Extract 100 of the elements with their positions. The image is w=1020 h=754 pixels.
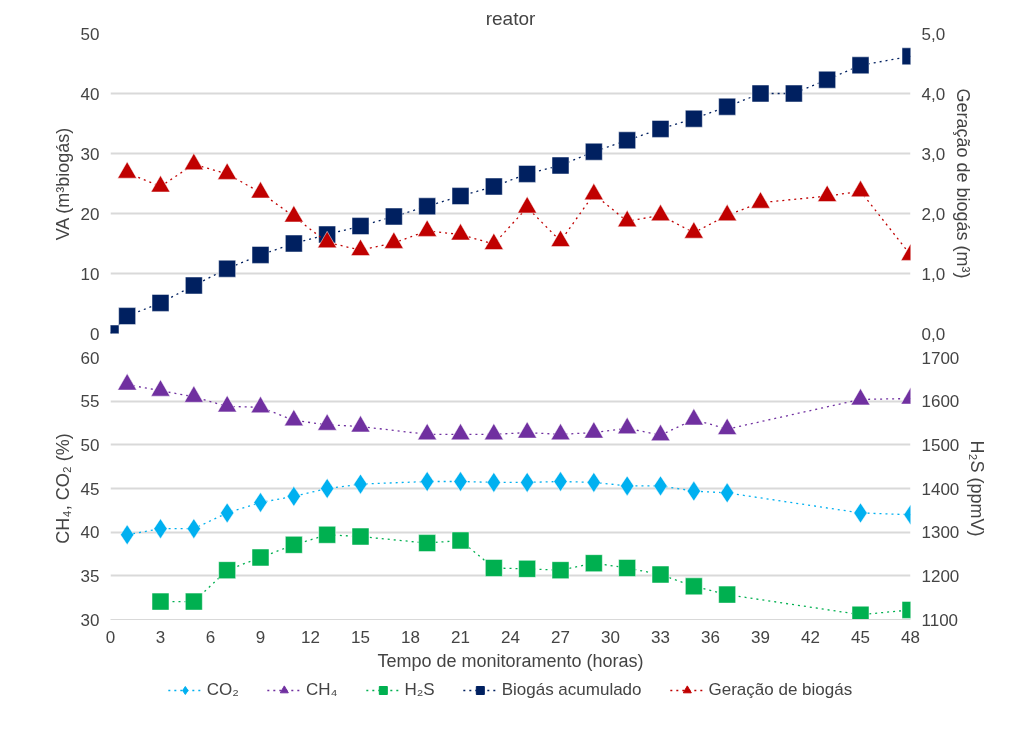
- point: [351, 217, 370, 235]
- point: [750, 191, 771, 209]
- point: [551, 561, 570, 579]
- point: [117, 373, 137, 391]
- point: [153, 518, 168, 539]
- point: [450, 423, 471, 441]
- y2-tick-label: 1600: [921, 392, 960, 412]
- y2-tick-label: 1100: [921, 610, 959, 630]
- x-tick-label: 18: [401, 627, 420, 647]
- point: [651, 120, 670, 138]
- y2-tick-label: 2,0: [921, 204, 946, 224]
- point: [420, 471, 435, 492]
- point: [417, 423, 437, 441]
- point: [451, 187, 470, 205]
- point: [617, 417, 637, 434]
- point: [685, 109, 703, 128]
- point: [284, 205, 304, 223]
- point: [350, 238, 371, 256]
- y-tick-label: 40: [80, 84, 100, 104]
- point: [850, 180, 871, 198]
- point: [751, 84, 770, 103]
- chart-title: reator: [485, 7, 536, 29]
- point: [484, 232, 504, 250]
- y2-tick-label: 1400: [921, 479, 960, 499]
- y-tick-label: 10: [80, 264, 100, 284]
- point: [517, 196, 537, 214]
- point: [217, 395, 237, 413]
- point: [851, 56, 870, 75]
- x-tick-label: 3: [155, 627, 166, 647]
- y2-tick-label: 1200: [921, 566, 960, 586]
- point: [417, 219, 437, 237]
- point: [550, 423, 571, 441]
- point: [384, 231, 404, 249]
- point: [485, 559, 503, 577]
- point: [418, 197, 436, 216]
- point: [318, 526, 336, 544]
- point: [185, 276, 203, 295]
- point: [618, 559, 636, 577]
- point: [186, 518, 201, 539]
- y-tick-label: 30: [80, 610, 100, 630]
- point: [251, 548, 270, 567]
- point: [285, 536, 303, 554]
- point: [285, 234, 303, 253]
- y-tick-label: 0: [90, 324, 100, 344]
- x-tick-label: 36: [701, 627, 720, 647]
- point: [651, 565, 670, 584]
- point: [350, 415, 371, 433]
- point: [650, 424, 671, 441]
- point: [253, 492, 268, 513]
- point: [486, 472, 501, 493]
- point: [586, 472, 601, 493]
- point: [518, 165, 536, 183]
- legend-label: CO₂: [206, 680, 239, 700]
- y2-tick-label: 3,0: [921, 144, 946, 164]
- y-tick-label: 35: [80, 566, 100, 586]
- x-tick-label: 42: [801, 627, 820, 647]
- point: [585, 554, 603, 572]
- y-tick-label: 55: [80, 392, 100, 412]
- x-tick-label: 33: [651, 627, 670, 647]
- y-tick-label: 40: [80, 523, 100, 543]
- point: [718, 97, 736, 116]
- point: [118, 307, 136, 325]
- x-tick-label: 24: [501, 627, 520, 647]
- y2-tick-label: 1,0: [921, 264, 946, 284]
- point: [618, 131, 636, 150]
- point: [551, 156, 570, 175]
- point: [518, 560, 536, 578]
- x-tick-label: 6: [205, 627, 216, 647]
- x-tick-label: 21: [451, 627, 470, 647]
- point: [584, 183, 604, 201]
- y-tick-label: 50: [80, 24, 100, 44]
- point: [150, 379, 171, 397]
- x-tick-label: 45: [851, 627, 870, 647]
- point: [418, 534, 436, 552]
- y-axis-title: CH₄, CO₂ (%): [52, 433, 73, 544]
- y-tick-label: 20: [80, 204, 100, 224]
- point: [250, 396, 271, 414]
- x-tick-label: 15: [351, 627, 370, 647]
- point: [184, 385, 204, 403]
- y-tick-label: 45: [80, 479, 100, 499]
- point: [850, 388, 871, 406]
- y2-tick-label: 5,0: [921, 24, 946, 44]
- point: [484, 423, 504, 441]
- point: [584, 421, 604, 439]
- point: [450, 223, 471, 241]
- point: [517, 421, 537, 439]
- point: [151, 294, 170, 312]
- x-axis-title: Tempo de monitoramento (horas): [377, 650, 644, 671]
- x-tick-label: 30: [601, 627, 620, 647]
- y2-axis-title: Geração de biogás (m³): [953, 88, 974, 279]
- point: [286, 486, 301, 507]
- point: [284, 409, 304, 427]
- y-tick-label: 60: [80, 348, 100, 368]
- point: [217, 162, 237, 180]
- point: [185, 592, 203, 611]
- point: [585, 142, 603, 161]
- y2-tick-label: 1700: [921, 348, 960, 368]
- legend-label: Biogás acumulado: [501, 680, 642, 700]
- y2-axis-title: H₂S (ppmV): [967, 440, 988, 537]
- y2-tick-label: 1500: [921, 435, 960, 455]
